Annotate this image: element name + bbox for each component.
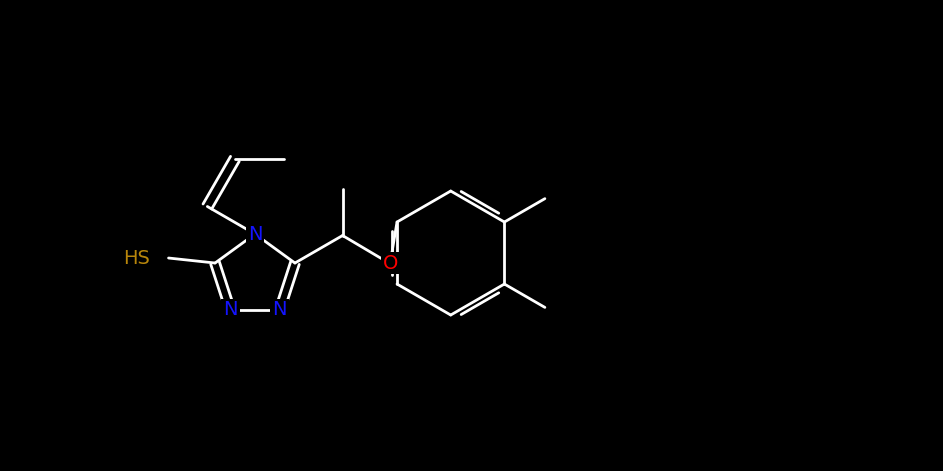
- Text: O: O: [383, 253, 398, 273]
- Text: N: N: [223, 300, 238, 319]
- Text: HS: HS: [123, 249, 150, 268]
- Text: N: N: [248, 225, 262, 244]
- Text: N: N: [273, 300, 287, 319]
